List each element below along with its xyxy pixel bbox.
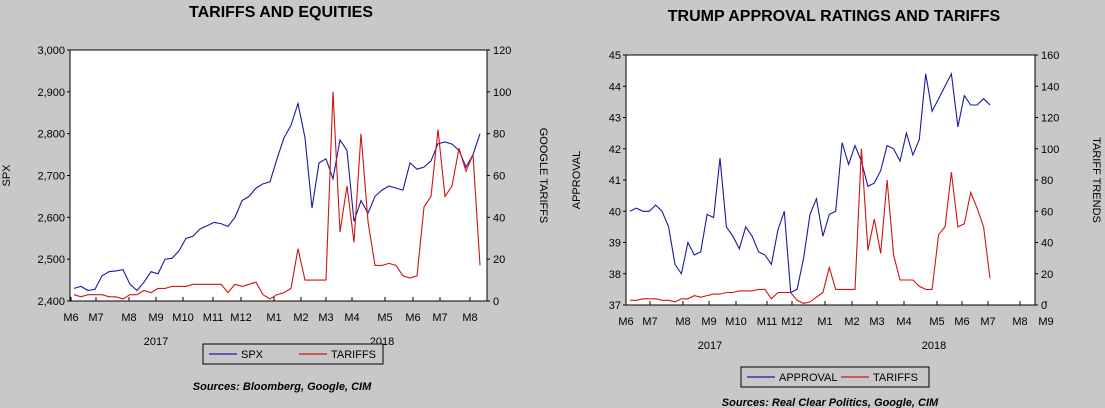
y-right-tick-label: 60	[1041, 206, 1053, 218]
y-left-tick-label: 2,900	[37, 87, 65, 99]
x-tick-label: M6	[63, 312, 78, 324]
legend-label: SPX	[241, 349, 264, 361]
x-tick-label: M8	[121, 312, 136, 324]
x-tick-label: M9	[148, 312, 163, 324]
y-right-tick-label: 100	[493, 87, 511, 99]
y-left-tick-label: 38	[609, 269, 621, 281]
x-tick-label: M3	[318, 312, 333, 324]
y-right-tick-label: 100	[1041, 144, 1059, 156]
series-line-tariffs	[73, 91, 481, 300]
y-left-tick-label: 41	[609, 175, 621, 187]
y-right-tick-label: 120	[493, 45, 511, 57]
legend-box	[740, 366, 930, 388]
x-tick-label: M1	[266, 312, 281, 324]
y-right-tick-label: 0	[493, 296, 499, 308]
x-year-label: 2017	[698, 340, 722, 352]
y-left-axis-label: SPX	[1, 164, 13, 187]
y-right-tick-label: 0	[1041, 300, 1047, 312]
y-right-tick-label: 20	[1041, 269, 1053, 281]
x-tick-label: M10	[172, 312, 193, 324]
y-left-tick-label: 39	[609, 238, 621, 250]
y-left-tick-label: 43	[609, 113, 621, 125]
legend-label: APPROVAL	[779, 372, 838, 384]
y-right-tick-label: 80	[493, 129, 505, 141]
x-tick-label: M7	[980, 316, 995, 328]
x-tick-label: M8	[675, 316, 690, 328]
x-tick-label: M11	[757, 316, 778, 328]
x-tick-label: M8	[1012, 316, 1027, 328]
y-right-axis-label: TARIFF TRENDS	[1090, 137, 1102, 223]
x-tick-label: M9	[701, 316, 716, 328]
y-left-tick-label: 2,400	[37, 296, 65, 308]
x-year-label: 2018	[922, 340, 946, 352]
y-right-tick-label: 40	[493, 212, 505, 224]
y-left-axis-label: APPROVAL	[571, 151, 583, 210]
plot-area	[69, 49, 488, 302]
x-tick-label: M2	[293, 312, 308, 324]
series-line-tariffs	[630, 148, 991, 304]
y-right-axis-label: GOOGLE TARIFFS	[537, 128, 549, 224]
source-note: Sources: Bloomberg, Google, CIM	[193, 381, 372, 393]
y-right-tick-label: 20	[493, 254, 505, 266]
plot-area	[625, 54, 1036, 306]
legend-box	[202, 343, 384, 365]
y-right-tick-label: 160	[1041, 50, 1059, 62]
y-left-tick-label: 37	[609, 300, 621, 312]
x-tick-label: M3	[869, 316, 884, 328]
x-tick-label: M1	[817, 316, 832, 328]
x-tick-label: M12	[781, 316, 802, 328]
x-tick-label: M11	[203, 312, 224, 324]
source-note: Sources: Real Clear Politics, Google, CI…	[722, 397, 939, 408]
x-tick-label: M6	[405, 312, 420, 324]
x-tick-label: M9	[1038, 316, 1053, 328]
x-tick-label: M7	[642, 316, 657, 328]
series-line-spx	[73, 101, 481, 292]
y-left-tick-label: 3,000	[37, 45, 65, 57]
series-line-approval	[629, 71, 991, 294]
x-tick-label: M8	[462, 312, 477, 324]
y-right-tick-label: 140	[1041, 81, 1059, 93]
x-tick-label: M2	[844, 316, 859, 328]
x-tick-label: M5	[377, 312, 392, 324]
y-left-tick-label: 2,800	[37, 129, 65, 141]
y-right-tick-label: 120	[1041, 113, 1059, 125]
y-left-tick-label: 2,500	[37, 254, 65, 266]
x-tick-label: M10	[725, 316, 746, 328]
y-left-tick-label: 44	[609, 81, 621, 93]
y-left-tick-label: 42	[609, 144, 621, 156]
legend-label: TARIFFS	[331, 349, 376, 361]
y-right-tick-label: 40	[1041, 238, 1053, 250]
x-tick-label: M6	[618, 316, 633, 328]
y-left-tick-label: 2,700	[37, 171, 65, 183]
x-year-label: 2017	[144, 336, 168, 348]
chart-title: TRUMP APPROVAL RATINGS AND TARIFFS	[668, 8, 1001, 25]
legend-label: TARIFFS	[873, 372, 918, 384]
y-left-tick-label: 45	[609, 50, 621, 62]
x-tick-label: M7	[432, 312, 447, 324]
x-tick-label: M4	[896, 316, 911, 328]
x-tick-label: M5	[929, 316, 944, 328]
chart-title: TARIFFS AND EQUITIES	[189, 4, 373, 21]
y-left-tick-label: 2,600	[37, 212, 65, 224]
x-tick-label: M6	[954, 316, 969, 328]
y-right-tick-label: 80	[1041, 175, 1053, 187]
x-tick-label: M12	[230, 312, 251, 324]
x-tick-label: M4	[344, 312, 359, 324]
y-right-tick-label: 60	[493, 171, 505, 183]
x-tick-label: M7	[88, 312, 103, 324]
y-left-tick-label: 40	[609, 206, 621, 218]
